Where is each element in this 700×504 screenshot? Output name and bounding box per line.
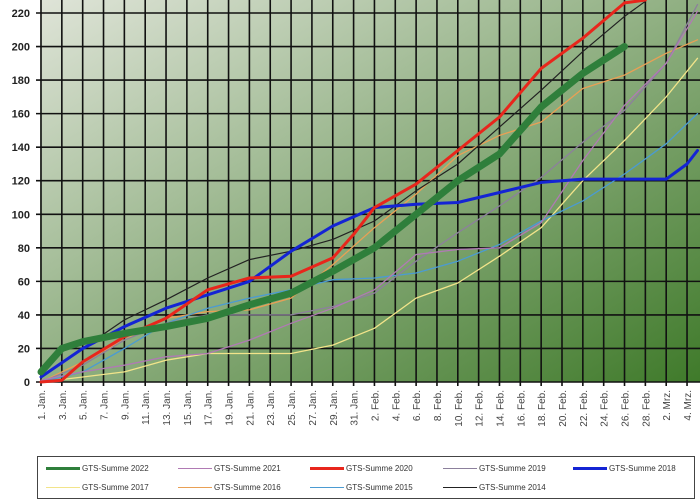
- x-tick-label: 29. Jan.: [329, 390, 340, 426]
- legend-item-2014: GTS-Summe 2014: [443, 483, 546, 492]
- legend-label: GTS-Summe 2019: [479, 464, 546, 473]
- legend-label: GTS-Summe 2017: [82, 483, 149, 492]
- legend-label: GTS-Summe 2021: [214, 464, 281, 473]
- x-tick-label: 21. Jan.: [245, 390, 256, 426]
- x-tick-label: 19. Jan.: [225, 390, 236, 426]
- legend-swatch: [46, 487, 80, 488]
- x-tick-label: 27. Jan.: [308, 390, 319, 426]
- x-tick-label: 3. Jan.: [58, 390, 69, 420]
- x-tick-label: 7. Jan.: [100, 390, 111, 420]
- x-axis: 1. Jan. 3. Jan. 5. Jan. 7. Jan. 9. Jan. 11. J…: [37, 390, 694, 427]
- legend-swatch: [443, 468, 477, 469]
- legend-swatch: [310, 487, 344, 488]
- x-tick-label: 12. Feb.: [475, 390, 486, 427]
- legend-label: GTS-Summe 2015: [346, 483, 413, 492]
- x-tick-label: 31. Jan.: [350, 390, 361, 426]
- x-tick-label: 9. Jan.: [120, 390, 131, 420]
- x-tick-label: 26. Feb.: [621, 390, 632, 427]
- y-tick-label: 140: [12, 142, 30, 154]
- series-line-2018: [39, 149, 699, 379]
- legend-item-2017: GTS-Summe 2017: [46, 483, 149, 492]
- legend-label: GTS-Summe 2016: [214, 483, 281, 492]
- x-tick-label: 16. Feb.: [516, 390, 527, 427]
- legend-label: GTS-Summe 2014: [479, 483, 546, 492]
- legend-item-2022: GTS-Summe 2022: [46, 464, 149, 473]
- x-tick-label: 6. Feb.: [412, 390, 423, 421]
- y-tick-label: 20: [18, 343, 30, 355]
- x-tick-label: 8. Feb.: [433, 390, 444, 421]
- series-line-2017: [40, 57, 699, 383]
- x-tick-label: 15. Jan.: [183, 390, 194, 426]
- y-tick-label: 100: [12, 209, 30, 221]
- y-tick-label: 0: [24, 377, 30, 389]
- series-line-2014: [40, 0, 647, 378]
- x-tick-label: 28. Feb.: [641, 390, 652, 427]
- legend-item-2021: GTS-Summe 2021: [178, 464, 281, 473]
- y-tick-label: 40: [18, 310, 30, 322]
- y-tick-label: 60: [18, 276, 30, 288]
- legend-swatch: [310, 467, 344, 470]
- x-tick-label: 25. Jan.: [287, 390, 298, 426]
- x-tick-label: 11. Jan.: [141, 390, 152, 425]
- series-line-2021: [40, 10, 699, 381]
- legend-swatch: [178, 487, 212, 488]
- grid: [36, 0, 700, 386]
- series-lines: [37, 0, 699, 384]
- x-tick-label: 24. Feb.: [600, 390, 611, 427]
- x-tick-label: 1. Jan.: [37, 390, 48, 420]
- x-tick-label: 23. Jan.: [266, 390, 277, 426]
- x-tick-label: 17. Jan.: [204, 390, 215, 426]
- plot-area: [40, 0, 700, 382]
- legend-label: GTS-Summe 2018: [609, 464, 676, 473]
- y-axis: 0 20 40 60 80 100 120 140 160 180 200 220: [12, 8, 30, 389]
- legend-label: GTS-Summe 2020: [346, 464, 413, 473]
- legend-swatch: [178, 468, 212, 469]
- y-tick-label: 220: [12, 8, 30, 20]
- legend: GTS-Summe 2022 GTS-Summe 2021 GTS-Summe …: [37, 456, 695, 499]
- y-tick-label: 80: [18, 243, 30, 255]
- legend-label: GTS-Summe 2022: [82, 464, 149, 473]
- legend-swatch: [443, 487, 477, 488]
- x-tick-label: 2. Mrz.: [662, 390, 673, 421]
- x-tick-label: 18. Feb.: [537, 390, 548, 427]
- y-tick-label: 160: [12, 109, 30, 121]
- x-tick-label: 2. Feb.: [370, 390, 381, 421]
- line-chart: 0 20 40 60 80 100 120 140 160 180 200 220 1. Jan. 3.…: [12, 0, 700, 427]
- legend-swatch: [46, 467, 80, 470]
- y-tick-label: 120: [12, 176, 30, 188]
- legend-item-2020: GTS-Summe 2020: [310, 464, 413, 473]
- series-line-2022: [37, 43, 628, 376]
- legend-item-2018: GTS-Summe 2018: [573, 464, 676, 473]
- x-tick-label: 5. Jan.: [79, 390, 90, 420]
- y-tick-label: 180: [12, 75, 30, 87]
- x-tick-label: 20. Feb.: [558, 390, 569, 427]
- x-tick-label: 14. Feb.: [495, 390, 506, 427]
- x-tick-label: 4. Feb.: [391, 390, 402, 421]
- legend-swatch: [573, 467, 607, 470]
- y-tick-label: 200: [12, 42, 30, 54]
- legend-item-2019: GTS-Summe 2019: [443, 464, 546, 473]
- x-tick-label: 10. Feb.: [454, 390, 465, 427]
- x-tick-label: 4. Mrz.: [683, 390, 694, 421]
- legend-item-2016: GTS-Summe 2016: [178, 483, 281, 492]
- legend-item-2015: GTS-Summe 2015: [310, 483, 413, 492]
- series-line-2020: [39, 0, 647, 384]
- x-tick-label: 22. Feb.: [579, 390, 590, 427]
- x-tick-label: 13. Jan.: [162, 390, 173, 426]
